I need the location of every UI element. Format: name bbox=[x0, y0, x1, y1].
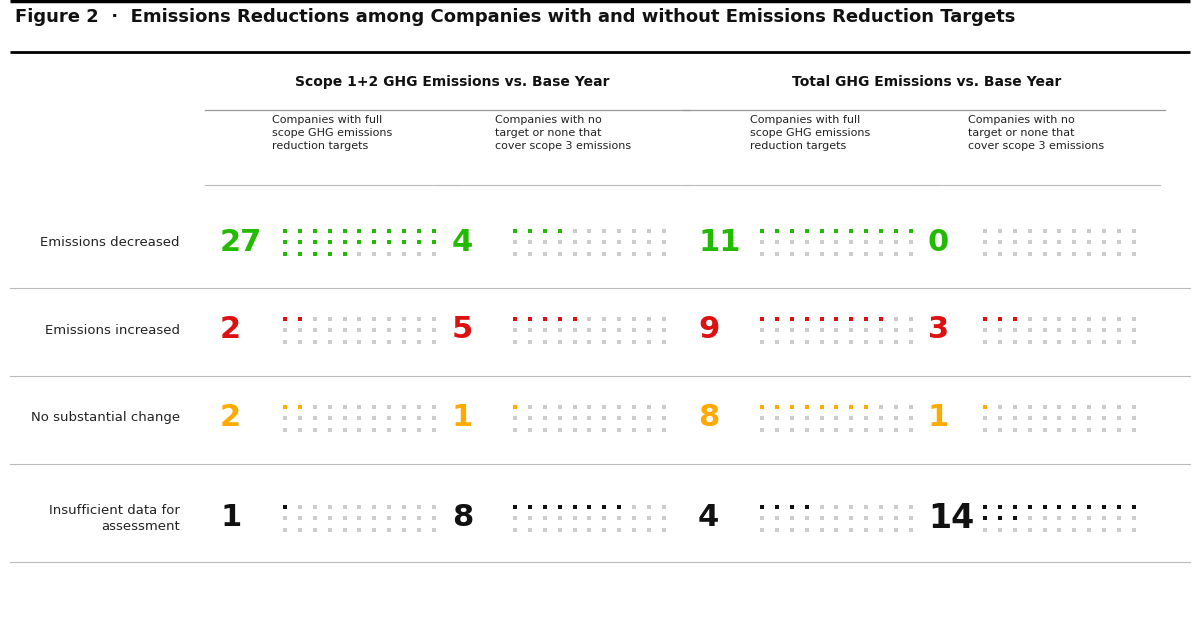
Text: 5: 5 bbox=[452, 315, 473, 344]
Text: 1: 1 bbox=[220, 503, 241, 532]
Text: Companies with no
target or none that
cover scope 3 emissions: Companies with no target or none that co… bbox=[496, 115, 631, 151]
Text: 9: 9 bbox=[698, 315, 719, 344]
Text: Companies with full
scope GHG emissions
reduction targets: Companies with full scope GHG emissions … bbox=[750, 115, 870, 151]
Text: Companies with no
target or none that
cover scope 3 emissions: Companies with no target or none that co… bbox=[968, 115, 1104, 151]
Text: 14: 14 bbox=[928, 502, 974, 534]
Text: 2: 2 bbox=[220, 315, 241, 344]
Text: 1: 1 bbox=[452, 404, 473, 433]
Text: No substantial change: No substantial change bbox=[31, 411, 180, 424]
Text: 8: 8 bbox=[452, 503, 473, 532]
Text: Scope 1+2 GHG Emissions vs. Base Year: Scope 1+2 GHG Emissions vs. Base Year bbox=[295, 75, 610, 89]
Text: Total GHG Emissions vs. Base Year: Total GHG Emissions vs. Base Year bbox=[792, 75, 1061, 89]
Text: 3: 3 bbox=[928, 315, 949, 344]
Text: 0: 0 bbox=[928, 228, 949, 256]
Text: 1: 1 bbox=[928, 404, 949, 433]
Text: 4: 4 bbox=[452, 228, 473, 256]
Text: Companies with full
scope GHG emissions
reduction targets: Companies with full scope GHG emissions … bbox=[272, 115, 392, 151]
Text: 27: 27 bbox=[220, 228, 263, 256]
Text: Insufficient data for
assessment: Insufficient data for assessment bbox=[49, 503, 180, 532]
Text: 11: 11 bbox=[698, 228, 740, 256]
Text: 8: 8 bbox=[698, 404, 719, 433]
Text: 4: 4 bbox=[698, 503, 719, 532]
Text: 2: 2 bbox=[220, 404, 241, 433]
Text: Emissions decreased: Emissions decreased bbox=[41, 236, 180, 248]
Text: Emissions increased: Emissions increased bbox=[46, 324, 180, 337]
Text: Figure 2  ·  Emissions Reductions among Companies with and without Emissions Red: Figure 2 · Emissions Reductions among Co… bbox=[16, 8, 1015, 26]
